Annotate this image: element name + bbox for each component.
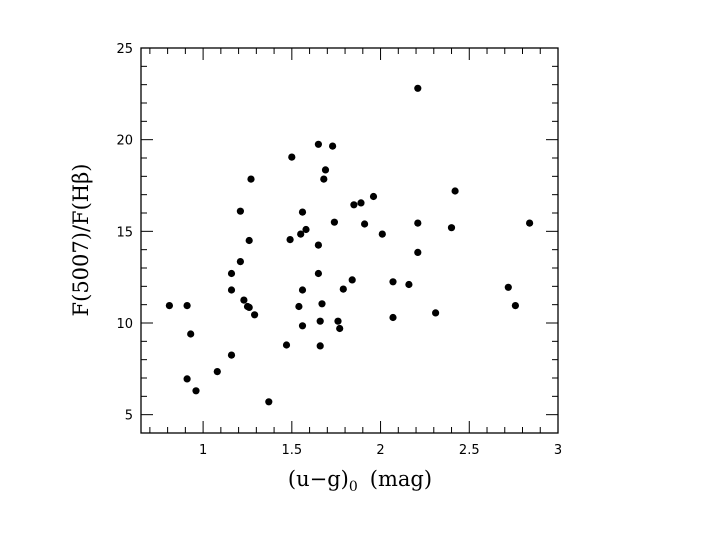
data-point [378,230,386,238]
data-point [247,175,255,183]
data-point [405,280,413,289]
x-axis-label-subscript: 0 [349,479,358,495]
x-tick-label: 1.5 [281,443,302,458]
y-tick-label: 5 [125,409,133,424]
data-point [321,166,330,174]
data-point [165,302,173,310]
data-point [245,303,253,311]
data-point [227,286,236,294]
x-tick-label: 2.5 [459,443,480,458]
data-point [526,219,534,227]
data-point [348,276,356,284]
data-point [414,219,422,227]
data-point [339,285,347,293]
data-point [432,309,440,317]
data-point [286,236,294,244]
data-point [414,84,422,92]
data-point [330,218,338,226]
data-point [451,187,459,195]
data-point [288,153,296,161]
data-point [447,224,456,232]
data-point [245,236,253,245]
data-point [369,192,378,201]
data-point [282,341,291,349]
data-point [318,300,326,308]
data-point [240,296,248,304]
data-point [389,278,397,286]
data-point [236,258,244,266]
data-point [302,225,310,234]
data-point [298,322,307,330]
axis-ticks [141,47,559,434]
data-point [183,302,191,310]
x-axis-title: (u−g)0 (mag) [288,467,432,495]
y-axis-title: F(5007)/F(Hβ) [69,164,93,317]
data-point [320,175,328,183]
data-point [316,317,324,325]
data-point [227,269,236,278]
x-axis-label-main: (u−g) [288,467,349,491]
data-point [314,269,322,278]
y-tick-label: 15 [116,225,133,240]
y-tick-label: 10 [116,317,133,332]
y-tick-label: 20 [116,134,133,149]
data-point [316,342,324,350]
data-point [192,387,200,395]
data-point [314,140,322,148]
data-point [298,208,307,216]
data-point [314,241,322,249]
x-tick-label: 3 [554,443,562,458]
data-point [298,286,307,294]
data-point [329,142,337,150]
data-point [213,368,221,376]
data-point [187,330,195,338]
data-point [350,201,358,209]
data-point [265,398,273,406]
data-point [389,313,397,322]
data-points [165,84,534,406]
data-point [227,351,236,359]
data-point [357,199,365,207]
data-point [511,302,519,310]
data-point [334,317,342,325]
data-point [336,324,344,333]
data-point [251,311,259,319]
y-tick-label: 25 [116,42,133,57]
tick-labels: 1 1.5 2 2.5 3 5 10 15 20 25 [116,42,562,458]
x-axis-label-unit: (mag) [370,467,432,491]
x-tick-label: 1 [199,443,207,458]
data-point [504,283,512,291]
data-point [297,230,305,238]
data-point [361,220,369,228]
data-point [236,207,244,215]
x-tick-label: 2 [376,443,384,458]
data-point [295,302,303,311]
data-point [183,375,191,383]
data-point [414,248,422,256]
plot-frame [140,47,559,434]
